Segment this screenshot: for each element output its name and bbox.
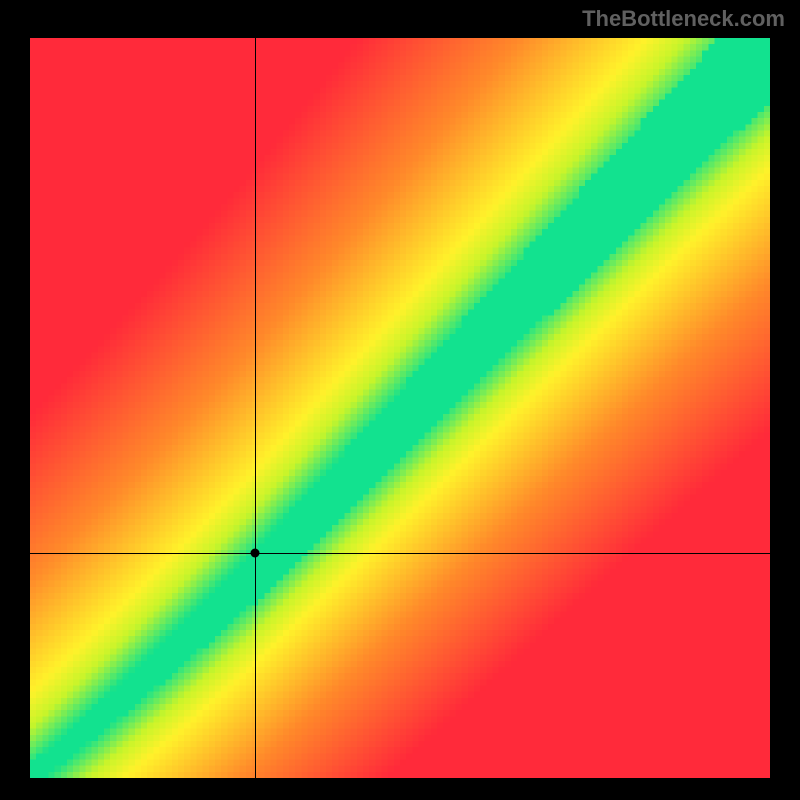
marker-dot xyxy=(250,549,259,558)
crosshair-horizontal xyxy=(30,553,770,554)
watermark-text: TheBottleneck.com xyxy=(582,6,785,32)
chart-container: TheBottleneck.com xyxy=(0,0,800,800)
crosshair-vertical xyxy=(255,38,256,778)
heatmap-canvas xyxy=(30,38,770,778)
heatmap-plot xyxy=(30,38,770,778)
